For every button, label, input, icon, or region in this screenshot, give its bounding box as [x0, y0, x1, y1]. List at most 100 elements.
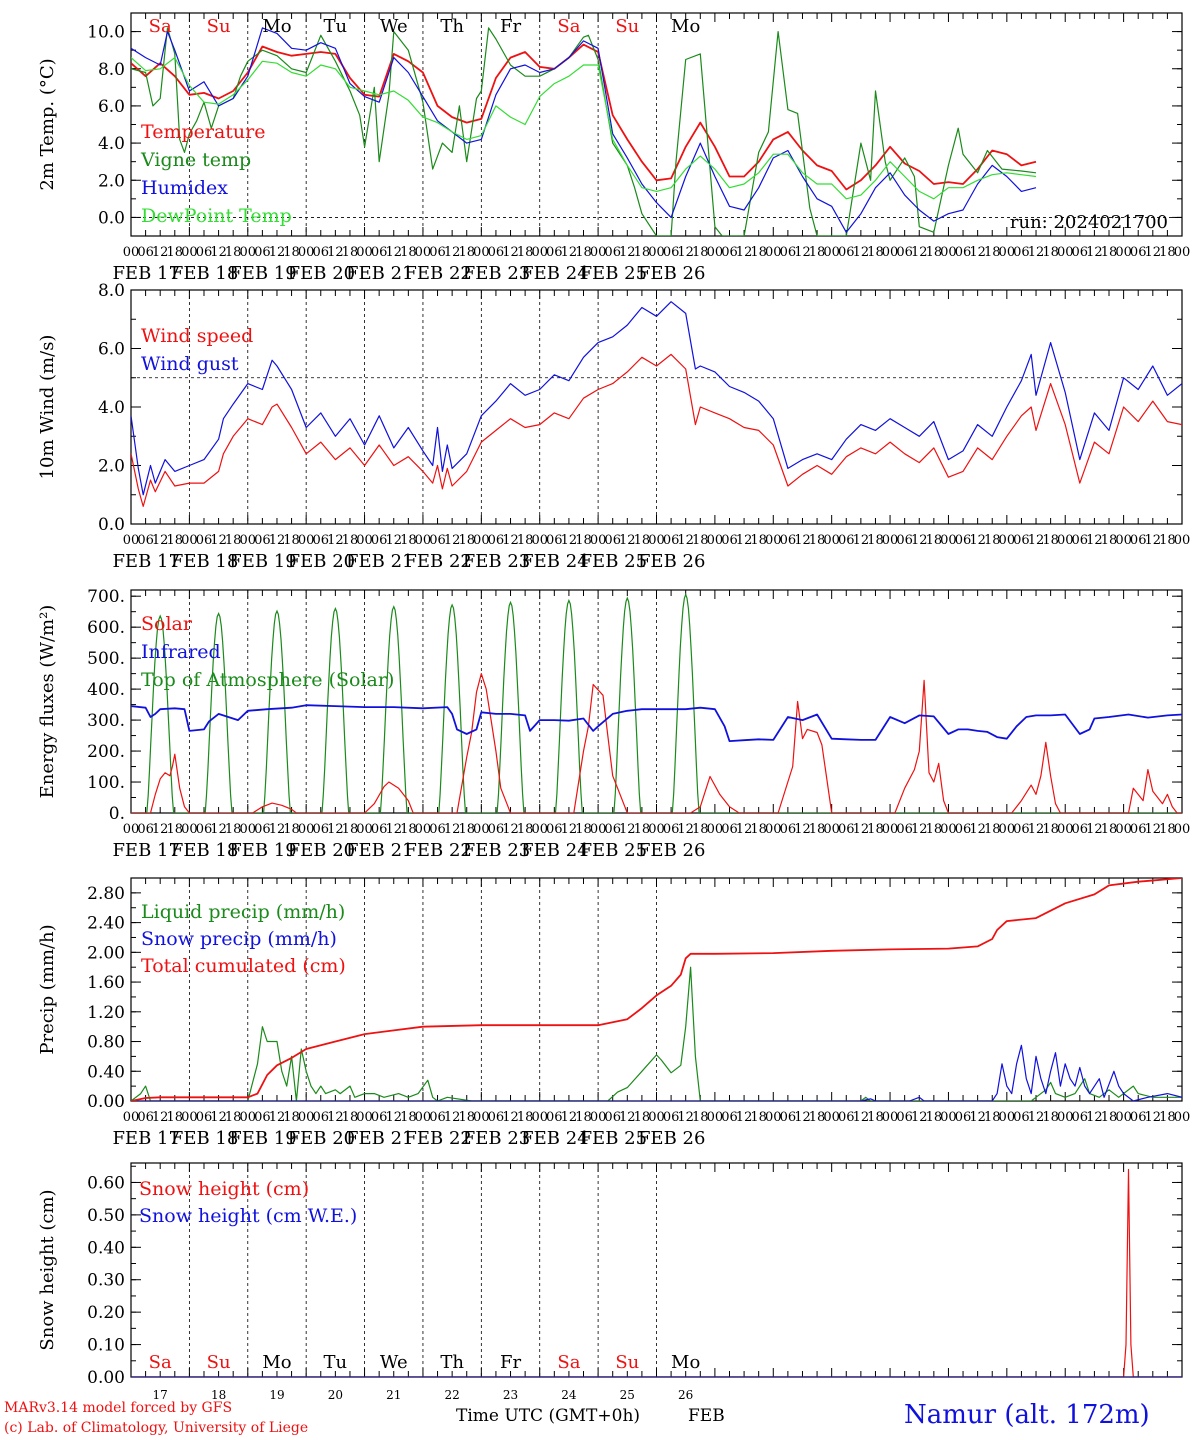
x-date-label: FEB 19 — [229, 551, 296, 572]
x-hour-label: 18 — [809, 533, 826, 548]
x-hour-label: 18 — [1042, 533, 1059, 548]
x-hour-label: 06 — [955, 1110, 972, 1125]
x-hour-label: 06 — [546, 822, 563, 837]
y-tick-label: 0.50 — [87, 1206, 125, 1226]
legend-entry: Snow height (cm W.E.) — [139, 1205, 357, 1227]
x-hour-label: 06 — [838, 1110, 855, 1125]
x-hour-label: 18 — [1042, 245, 1059, 260]
panel-3: 0. 100. 200. 300. 400. 500. 600. 700. Energy flu… — [37, 587, 1190, 861]
x-hour-label: 06 — [137, 245, 154, 260]
y-tick-label: 8.0 — [98, 60, 125, 80]
legend-entry: Wind gust — [141, 353, 239, 375]
x-hour-label: 18 — [283, 533, 300, 548]
x-date-label: FEB 17 — [112, 840, 179, 861]
x-hour-label: 06 — [780, 533, 797, 548]
x-hour-label: 18 — [867, 245, 884, 260]
x-hour-label: 06 — [896, 1110, 913, 1125]
x-hour-label: 18 — [1101, 245, 1118, 260]
x-hour-label: 00 — [882, 822, 899, 837]
x-date-label: FEB 22 — [404, 551, 471, 572]
y-tick-label: 0. — [109, 804, 125, 824]
weekday-label: We — [380, 16, 408, 37]
x-hour-label: 18 — [1159, 533, 1176, 548]
x-hour-label: 12 — [210, 245, 227, 260]
x-hour-label: 18 — [400, 822, 417, 837]
x-hour-label: 12 — [677, 245, 694, 260]
y-tick-label: 2.00 — [87, 943, 125, 963]
legend-entry: Vigne temp — [140, 149, 251, 171]
series-line-dewpoint-temp — [131, 56, 1037, 200]
y-tick-label: 700. — [87, 587, 125, 607]
x-date-label: FEB 19 — [229, 840, 296, 861]
weekday-label: Fr — [500, 1352, 521, 1373]
x-hour-label: 06 — [780, 245, 797, 260]
x-hour-label: 00 — [707, 533, 724, 548]
x-hour-label: 12 — [853, 822, 870, 837]
x-date-label: FEB 17 — [112, 263, 179, 284]
x-hour-label: 12 — [911, 1110, 928, 1125]
x-hour-label: 12 — [969, 1110, 986, 1125]
series-group — [131, 592, 1182, 813]
x-hour-label: 06 — [312, 822, 329, 837]
x-hour-label: 18 — [809, 822, 826, 837]
x-hour-label: 06 — [196, 245, 213, 260]
series-group — [131, 301, 1182, 507]
x-hour-label: 18 — [1159, 245, 1176, 260]
x-hour-label: 00 — [707, 822, 724, 837]
x-hour-label: 18 — [1159, 1110, 1176, 1125]
x-hour-label: 18 — [984, 245, 1001, 260]
x-hour-label: 06 — [429, 822, 446, 837]
x-hour-label: 06 — [488, 533, 505, 548]
day-number-label: 21 — [386, 1388, 401, 1402]
x-hour-label: 06 — [254, 245, 271, 260]
panel-4: 0.00 0.40 0.80 1.20 1.60 2.00 2.40 2.80 Precip (… — [37, 877, 1190, 1149]
x-hour-label: 06 — [1013, 245, 1030, 260]
x-hour-label: 12 — [502, 822, 519, 837]
x-hour-label: 18 — [225, 245, 242, 260]
x-hour-label: 18 — [575, 1110, 592, 1125]
x-hour-label: 00 — [415, 1110, 432, 1125]
weekday-label: Tu — [324, 1352, 348, 1373]
x-hour-label: 12 — [561, 1110, 578, 1125]
x-hour-label: 12 — [385, 1110, 402, 1125]
x-hour-label: 06 — [1072, 533, 1089, 548]
y-tick-label: 6.0 — [98, 340, 125, 360]
x-hour-label: 18 — [750, 245, 767, 260]
x-hour-label: 12 — [152, 822, 169, 837]
legend-entry: Liquid precip (mm/h) — [141, 901, 345, 923]
y-tick-label: 2.0 — [98, 171, 125, 191]
x-hour-label: 12 — [561, 533, 578, 548]
x-date-label: FEB 26 — [638, 263, 705, 284]
x-hour-label: 18 — [634, 1110, 651, 1125]
x-hour-label: 00 — [882, 1110, 899, 1125]
x-date-label: FEB 18 — [171, 551, 238, 572]
x-hour-label: 00 — [240, 533, 257, 548]
x-hour-label: 06 — [371, 245, 388, 260]
x-hour-label: 18 — [926, 533, 943, 548]
day-number-label: 20 — [328, 1388, 343, 1402]
x-hour-label: 18 — [1101, 1110, 1118, 1125]
x-hour-label: 06 — [429, 533, 446, 548]
x-hour-label: 12 — [794, 822, 811, 837]
legend-entry: Top of Atmosphere (Solar) — [141, 669, 394, 691]
x-hour-label: 12 — [385, 822, 402, 837]
x-hour-label: 00 — [765, 245, 782, 260]
x-hour-label: 00 — [1057, 533, 1074, 548]
x-hour-label: 18 — [225, 1110, 242, 1125]
footer-model-credit: MARv3.14 model forced by GFS — [4, 1400, 233, 1416]
x-hour-label: 00 — [648, 822, 665, 837]
x-hour-label: 06 — [604, 1110, 621, 1125]
x-hour-label: 12 — [502, 533, 519, 548]
x-hour-label: 18 — [692, 1110, 709, 1125]
x-hour-label: 12 — [444, 533, 461, 548]
x-hour-label: 06 — [663, 1110, 680, 1125]
x-hour-label: 18 — [458, 822, 475, 837]
x-hour-label: 18 — [342, 1110, 359, 1125]
day-number-label: 19 — [269, 1388, 284, 1402]
x-hour-label: 18 — [517, 822, 534, 837]
x-hour-label: 00 — [473, 245, 490, 260]
x-hour-label: 00 — [531, 245, 548, 260]
x-hour-label: 18 — [926, 822, 943, 837]
x-hour-label: 00 — [940, 533, 957, 548]
x-hour-label: 12 — [1145, 822, 1162, 837]
